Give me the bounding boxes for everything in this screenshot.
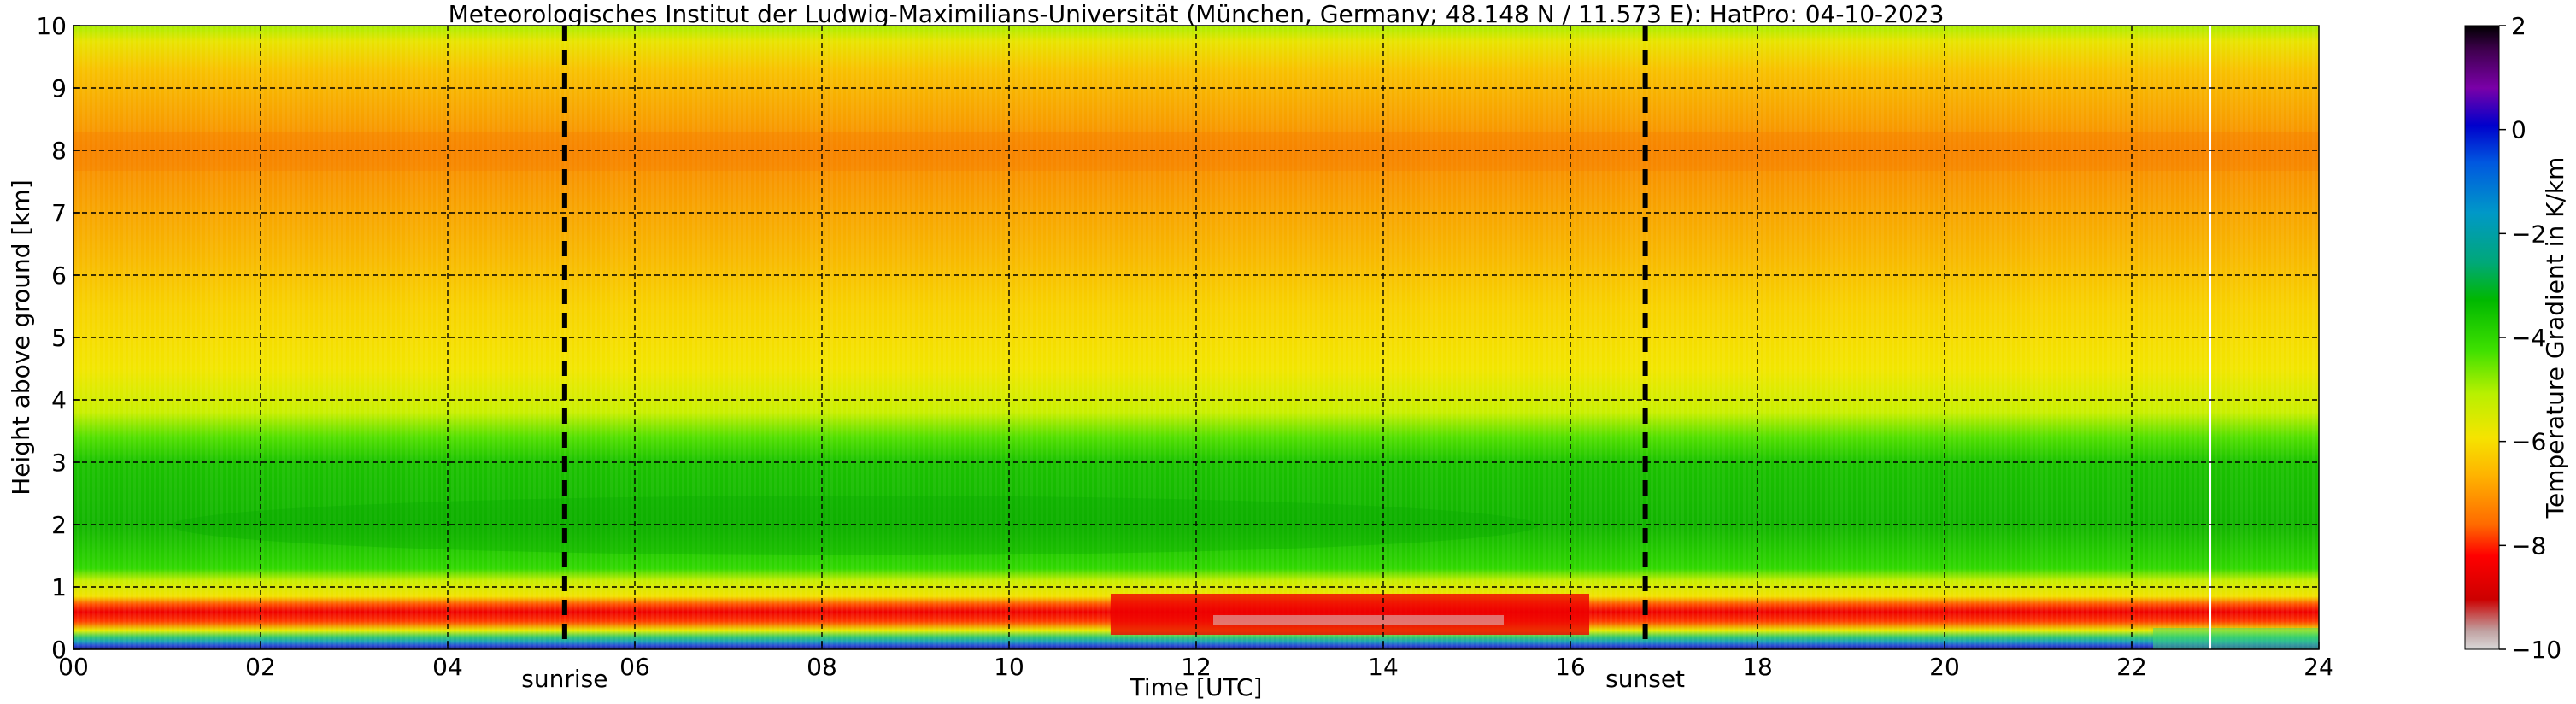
x-tick-labels: 00 02 04 06 08 10 12 14 16 18 20 22 24 — [58, 642, 2334, 681]
colorbar-tick-label: 0 — [2511, 116, 2526, 144]
colorbar-tick-label: −4 — [2511, 324, 2546, 352]
y-tick-label: 7 — [51, 199, 67, 227]
sunrise-label: sunrise — [521, 665, 607, 693]
colorbar-tick-label: −2 — [2511, 220, 2546, 248]
y-axis-label: Height above ground [km] — [7, 179, 35, 496]
x-axis-label: Time [UTC] — [1130, 673, 1263, 701]
event-lines: sunrise sunset — [521, 26, 1685, 693]
colorbar-tick-label: −8 — [2511, 531, 2546, 560]
colorbar-tick-labels: 2 0 −2 −4 −6 −8 −10 — [2499, 12, 2561, 664]
x-tick-label: 16 — [1555, 653, 1586, 681]
x-tick-label: 14 — [1368, 653, 1399, 681]
y-tick-label: 6 — [51, 261, 67, 290]
y-tick-label: 2 — [51, 511, 67, 539]
colorbar-tick-label: −10 — [2511, 636, 2561, 664]
x-tick-label: 02 — [245, 653, 276, 681]
colorbar-label: Temperature Gradient in K/km — [2541, 157, 2569, 519]
chart-title: Meteorologisches Institut der Ludwig-Max… — [449, 0, 1945, 28]
sunset-label: sunset — [1605, 665, 1685, 693]
colorbar — [2464, 25, 2500, 650]
x-tick-label: 08 — [807, 653, 837, 681]
x-tick-label: 24 — [2303, 653, 2334, 681]
y-tick-label: 3 — [51, 449, 67, 477]
x-tick-label: 20 — [1929, 653, 1960, 681]
y-tick-label: 8 — [51, 137, 67, 165]
x-tick-label: 22 — [2116, 653, 2147, 681]
x-tick-label: 18 — [1742, 653, 1773, 681]
y-tick-label: 1 — [51, 573, 67, 601]
x-tick-label: 04 — [432, 653, 463, 681]
x-tick-label: 06 — [619, 653, 650, 681]
y-tick-label: 0 — [51, 636, 67, 664]
x-tick-label: 00 — [58, 653, 89, 681]
y-tick-label: 9 — [51, 74, 67, 103]
y-tick-label: 4 — [51, 386, 67, 414]
colorbar-tick-label: −6 — [2511, 428, 2546, 456]
y-tick-labels: 0 1 2 3 4 5 6 7 8 9 10 — [36, 12, 80, 664]
y-tick-label: 5 — [51, 324, 67, 352]
x-tick-label: 12 — [1181, 653, 1212, 681]
grid-lines — [73, 26, 2319, 649]
colorbar-tick-label: 2 — [2511, 12, 2526, 40]
y-tick-label: 10 — [36, 12, 67, 40]
x-tick-label: 10 — [994, 653, 1024, 681]
